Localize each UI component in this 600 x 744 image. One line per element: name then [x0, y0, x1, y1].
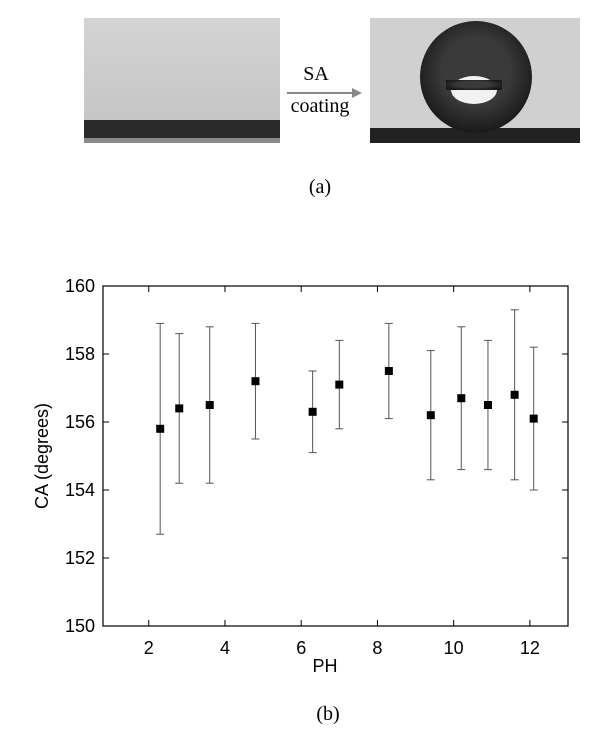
x-tick-label: 8 — [372, 638, 382, 658]
point — [175, 404, 184, 413]
photo-after — [370, 18, 580, 143]
arrow-label: coating — [291, 95, 350, 117]
photo-before — [84, 18, 280, 143]
arrow — [287, 88, 362, 98]
point — [426, 411, 435, 420]
point — [308, 407, 317, 416]
x-tick-label: 2 — [144, 638, 154, 658]
point — [335, 380, 344, 389]
x-tick-label: 10 — [444, 638, 464, 658]
point — [483, 401, 492, 409]
y-tick-label: 160 — [65, 276, 95, 296]
y-tick-label: 150 — [65, 616, 95, 636]
y-tick-label: 154 — [65, 480, 95, 500]
point — [457, 394, 466, 403]
arrow-label: SA — [303, 63, 329, 85]
point — [510, 390, 519, 399]
panel-label: (a) — [309, 176, 331, 198]
point — [384, 367, 393, 375]
x-tick-label: 12 — [520, 638, 540, 658]
point — [529, 414, 538, 423]
x-tick-label: 6 — [296, 638, 306, 658]
x-axis-label: PH — [312, 656, 337, 676]
x-tick-label: 4 — [220, 638, 230, 658]
y-tick-label: 152 — [65, 548, 95, 568]
point — [156, 424, 165, 433]
y-tick-label: 158 — [65, 344, 95, 364]
y-axis-label: CA (degrees) — [32, 403, 52, 509]
plot-frame — [102, 285, 569, 627]
point — [205, 401, 214, 409]
panel-label: (b) — [316, 703, 339, 725]
point — [251, 377, 260, 386]
y-tick-label: 156 — [65, 412, 95, 432]
